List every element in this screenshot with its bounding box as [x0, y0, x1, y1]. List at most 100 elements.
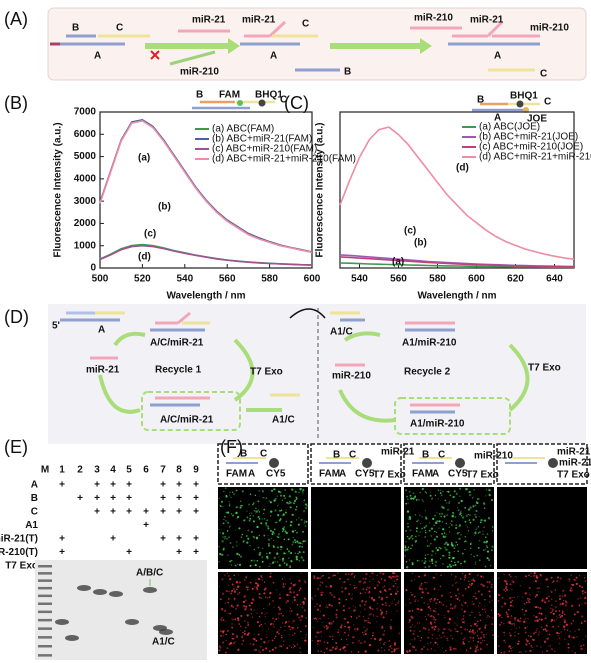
- fluorescence-dot: [379, 637, 381, 640]
- fluorescence-dot: [408, 559, 411, 561]
- fluorescence-dot: [554, 606, 557, 609]
- fluorescence-dot: [278, 632, 280, 635]
- arrow: [233, 338, 255, 402]
- fluorescence-dot: [248, 519, 251, 522]
- fluorescence-dot: [339, 626, 343, 629]
- fluorescence-dot: [220, 500, 223, 503]
- fluorescence-dot: [228, 590, 230, 593]
- fluorescence-dot: [266, 634, 268, 636]
- fluorescence-dot: [394, 582, 397, 585]
- fluorescence-dot: [531, 646, 534, 649]
- fluorescence-dot: [436, 548, 439, 552]
- fluorescence-dot: [260, 522, 263, 525]
- fluorescence-dot: [547, 644, 549, 646]
- fluorescence-dot: [409, 529, 412, 532]
- fluorescence-dot: [584, 620, 586, 623]
- fluorescence-dot: [395, 588, 398, 591]
- fluorescence-dot: [476, 620, 479, 623]
- fluorescence-dot: [408, 649, 411, 652]
- fluorescence-dot: [322, 614, 325, 617]
- fluorescence-dot: [468, 583, 471, 586]
- fluorescence-dot: [410, 547, 412, 550]
- fluorescence-dot: [439, 585, 442, 588]
- fluorescence-dot: [314, 617, 317, 620]
- fluorescence-dot: [325, 604, 328, 606]
- fluorescence-dot: [512, 580, 515, 584]
- fluorescence-dot: [340, 624, 343, 627]
- fluorescence-dot: [571, 637, 573, 639]
- fluorescence-dot: [240, 629, 242, 632]
- fluorescence-dot: [392, 585, 395, 588]
- bead: [362, 458, 372, 468]
- fluorescence-dot: [528, 642, 530, 645]
- fluorescence-dot: [390, 577, 393, 580]
- fluorescence-dot: [372, 614, 375, 616]
- fluorescence-dot: [576, 636, 578, 638]
- fluorescence-dot: [456, 588, 459, 591]
- fluorescence-dot: [344, 625, 346, 628]
- fluorescence-dot: [404, 554, 406, 557]
- fluorescence-dot: [396, 610, 398, 612]
- fluorescence-dot: [456, 532, 459, 535]
- fluorescence-dot: [256, 583, 259, 585]
- fluorescence-dot: [449, 565, 453, 568]
- fluorescence-dot: [454, 628, 457, 631]
- fluorescence-dot: [409, 643, 411, 645]
- fluorescence-dot: [467, 586, 470, 589]
- fluorescence-dot: [289, 566, 292, 569]
- fluorescence-dot: [524, 618, 526, 620]
- fluorescence-dot: [287, 502, 290, 505]
- fluorescence-dot: [497, 577, 500, 579]
- fluorescence-dot: [450, 603, 452, 606]
- fluorescence-dot: [554, 589, 557, 591]
- fluorescence-dot: [487, 517, 491, 520]
- fluorescence-dot: [368, 596, 371, 599]
- curve-label: (d): [456, 163, 469, 174]
- fluorescence-dot: [443, 635, 446, 638]
- fluorescence-dot: [222, 522, 225, 525]
- fluorescence-dot: [473, 488, 475, 491]
- y-tick-label: 6000: [74, 129, 97, 140]
- inset-label: B: [477, 95, 484, 106]
- gel-cell: +: [160, 534, 166, 545]
- fluorescence-dot: [575, 582, 578, 586]
- legend-label: (d) ABC+miR-21+miR-210(FAM): [212, 154, 356, 165]
- fluorescence-dot: [246, 621, 250, 624]
- fluorescence-dot: [477, 637, 480, 640]
- fluorescence-dot: [410, 579, 413, 582]
- fluorescence-dot: [344, 649, 347, 652]
- fluorescence-dot: [573, 613, 576, 616]
- fluorescence-dot: [258, 615, 261, 618]
- fluorescence-dot: [439, 547, 442, 550]
- arrow: [508, 343, 530, 412]
- panel-label: (B): [4, 93, 28, 113]
- fluorescence-dot: [231, 618, 233, 620]
- fluorescence-dot: [433, 628, 436, 630]
- fluorescence-dot: [565, 623, 568, 626]
- micrograph: [218, 487, 308, 569]
- fluorescence-dot: [442, 632, 444, 634]
- fluorescence-dot: [288, 557, 290, 559]
- fluorescence-dot: [372, 615, 374, 617]
- fluorescence-dot: [273, 556, 276, 559]
- fluorescence-dot: [291, 513, 294, 517]
- fluorescence-dot: [420, 637, 423, 639]
- fluorescence-dot: [301, 542, 303, 544]
- fluorescence-dot: [422, 500, 425, 503]
- fluorescence-dot: [218, 649, 221, 652]
- fluorescence-dot: [465, 514, 469, 517]
- fluorescence-dot: [276, 535, 279, 538]
- fluorescence-dot: [275, 618, 278, 621]
- fluorescence-dot: [472, 497, 474, 499]
- fluorescence-dot: [457, 550, 460, 553]
- fluorescence-dot: [378, 596, 381, 599]
- fluorescence-dot: [446, 514, 449, 516]
- fluorescence-dot: [338, 601, 341, 605]
- fluorescence-dot: [405, 604, 407, 606]
- fluorescence-dot: [556, 580, 559, 583]
- fluorescence-dot: [275, 589, 278, 591]
- gel-row-label: B: [31, 493, 38, 504]
- fluorescence-dot: [479, 619, 482, 622]
- fluorescence-dot: [367, 617, 370, 619]
- quencher: [258, 99, 266, 107]
